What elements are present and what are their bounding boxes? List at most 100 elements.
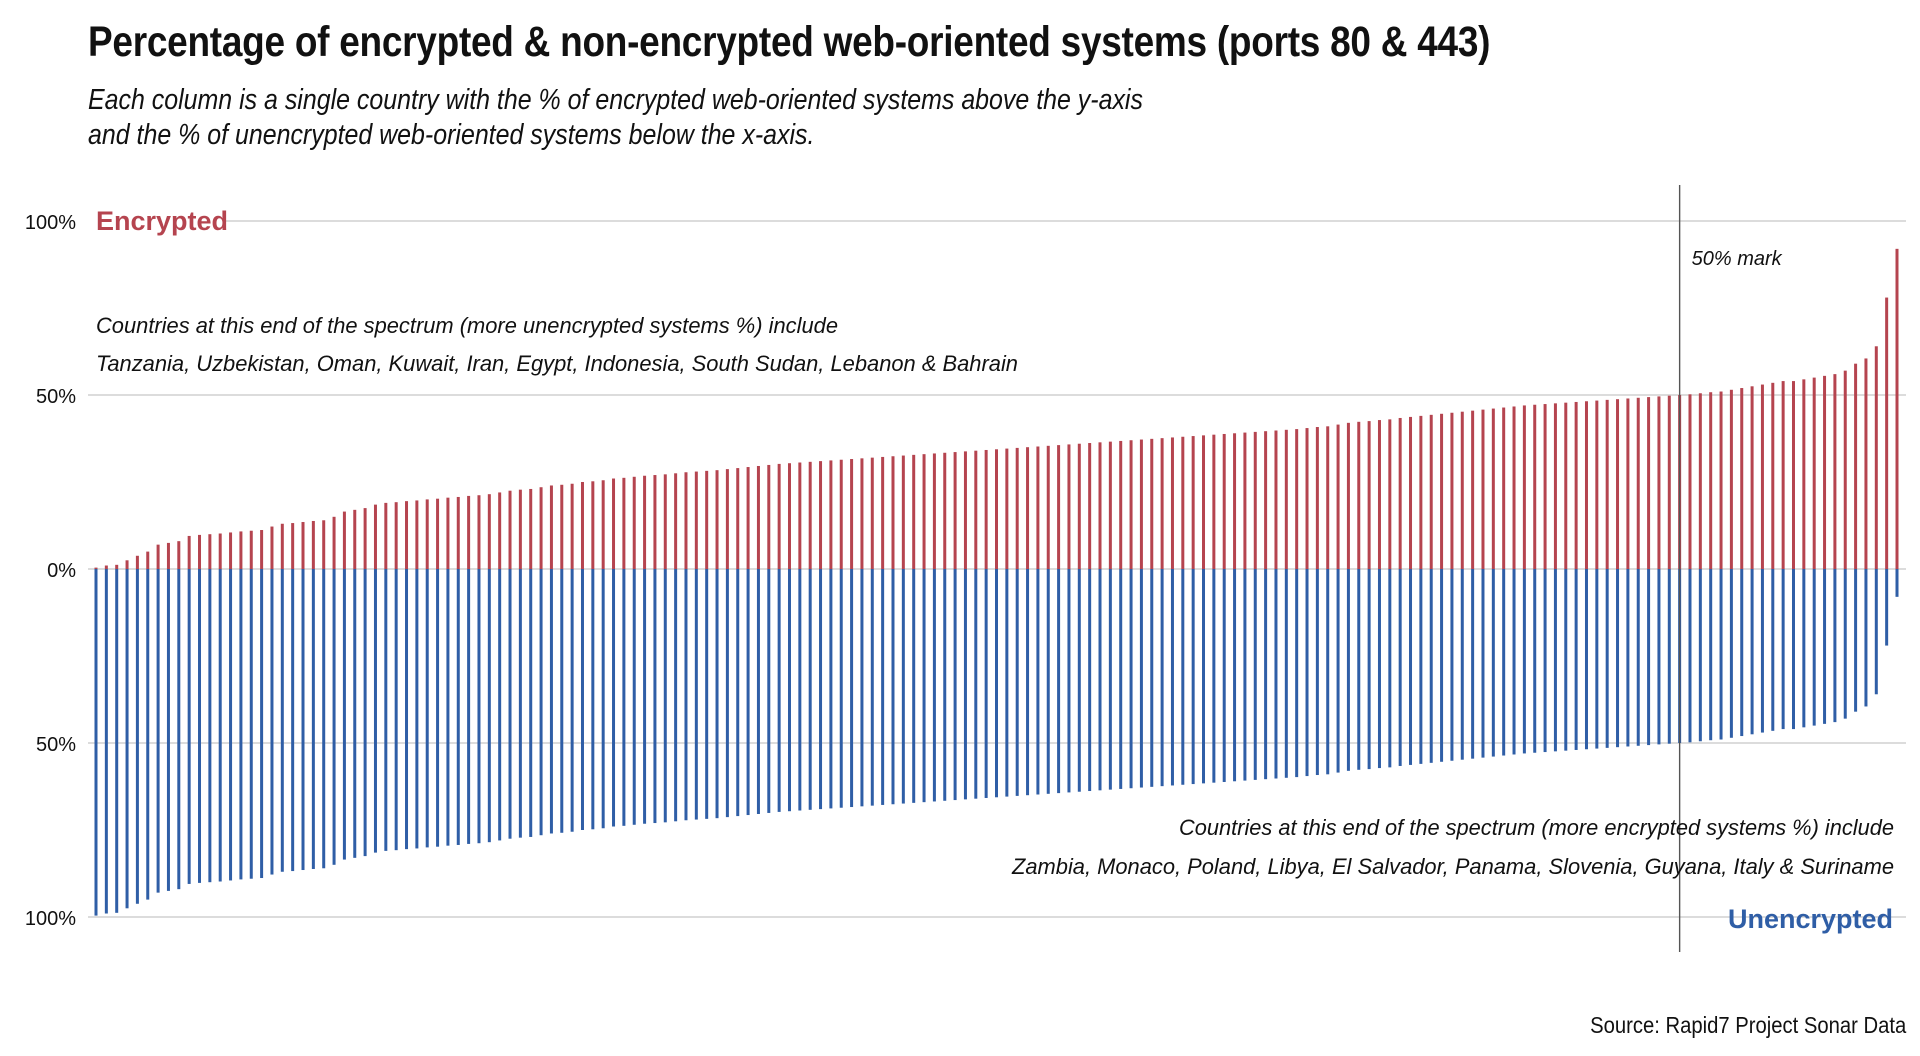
unencrypted-label: Unencrypted: [1728, 904, 1893, 934]
unencrypted-bar: [715, 569, 719, 819]
unencrypted-bar: [777, 569, 781, 812]
unencrypted-bar: [787, 569, 791, 812]
unencrypted-bar: [1781, 569, 1785, 730]
encrypted-bar: [1295, 429, 1299, 569]
encrypted-bar: [487, 494, 491, 569]
encrypted-bar: [1843, 370, 1847, 569]
encrypted-bar: [1781, 381, 1785, 569]
encrypted-bar: [1274, 430, 1278, 569]
encrypted-bar: [135, 555, 139, 569]
encrypted-bar: [995, 449, 998, 569]
unencrypted-bar: [570, 569, 574, 832]
unencrypted-bar: [767, 569, 771, 813]
unencrypted-bar: [850, 569, 854, 808]
encrypted-bar: [1553, 403, 1557, 569]
encrypted-bar: [787, 463, 791, 569]
unencrypted-bar: [1036, 569, 1040, 795]
encrypted-bar: [1791, 381, 1795, 569]
unencrypted-bar: [1409, 569, 1413, 765]
encrypted-bar: [839, 459, 843, 569]
encrypted-bar: [1854, 363, 1858, 569]
unencrypted-bar: [881, 569, 885, 805]
encrypted-bar: [901, 455, 905, 569]
unencrypted-bar: [1274, 569, 1278, 779]
unencrypted-bar: [601, 569, 605, 829]
unencrypted-bar: [943, 569, 947, 801]
encrypted-bar: [280, 523, 284, 569]
encrypted-bar: [1419, 415, 1423, 569]
annotation-left-line-1: Countries at this end of the spectrum (m…: [96, 313, 838, 338]
encrypted-bar: [425, 499, 429, 569]
encrypted-bar: [539, 487, 543, 569]
unencrypted-bar: [1181, 569, 1185, 785]
unencrypted-bar: [1440, 569, 1444, 762]
encrypted-bar: [922, 454, 926, 569]
encrypted-bar: [384, 502, 388, 569]
encrypted-bar: [529, 488, 533, 569]
encrypted-bar: [1657, 396, 1661, 569]
encrypted-bar: [1181, 436, 1185, 569]
encrypted-bar: [943, 452, 947, 569]
unencrypted-bar: [529, 569, 533, 837]
unencrypted-bar: [560, 569, 564, 833]
unencrypted-bar: [1760, 569, 1764, 733]
encrypted-bar: [756, 465, 760, 569]
encrypted-bar: [674, 473, 678, 569]
encrypted-bar: [198, 534, 202, 569]
encrypted-bar: [891, 456, 895, 569]
unencrypted-bar: [1854, 569, 1858, 712]
y-tick-label: 0%: [47, 560, 76, 582]
unencrypted-bar: [1264, 569, 1268, 780]
unencrypted-bar: [694, 569, 698, 820]
encrypted-bar: [291, 523, 295, 569]
encrypted-bar: [1584, 401, 1588, 569]
encrypted-bar: [1647, 397, 1651, 569]
encrypted-bar: [1802, 379, 1806, 569]
unencrypted-bar: [1885, 569, 1889, 646]
encrypted-bar: [125, 560, 129, 569]
unencrypted-bar: [1191, 569, 1195, 785]
unencrypted-bar: [1719, 569, 1723, 740]
encrypted-bar: [1491, 408, 1495, 569]
encrypted-bar: [963, 451, 967, 569]
unencrypted-bar: [498, 569, 502, 841]
unencrypted-bar: [1574, 569, 1578, 750]
encrypted-bar: [301, 522, 305, 569]
encrypted-bar: [715, 470, 719, 569]
encrypted-bar: [725, 469, 729, 569]
unencrypted-bar: [249, 569, 253, 879]
unencrypted-bar: [932, 569, 936, 802]
encrypted-bar: [580, 482, 584, 569]
encrypted-bar: [684, 472, 688, 569]
unencrypted-bar: [1367, 569, 1371, 770]
encrypted-bar: [1440, 413, 1444, 569]
unencrypted-bar: [436, 569, 440, 847]
encrypted-bar: [166, 542, 170, 569]
encrypted-bar: [860, 458, 864, 569]
unencrypted-bar: [674, 569, 678, 822]
unencrypted-bar: [456, 569, 460, 845]
unencrypted-bar: [963, 569, 967, 800]
unencrypted-bar: [798, 569, 802, 811]
unencrypted-bar: [177, 569, 181, 890]
unencrypted-bar: [1709, 569, 1713, 741]
unencrypted-bar: [663, 569, 667, 823]
unencrypted-bar: [1802, 569, 1806, 728]
encrypted-bar: [1481, 409, 1485, 569]
unencrypted-bar: [901, 569, 905, 804]
encrypted-bar: [591, 481, 595, 569]
y-tick-label: 100%: [25, 212, 76, 234]
unencrypted-bar: [922, 569, 926, 803]
unencrypted-bar: [1481, 569, 1485, 758]
encrypted-bar: [1264, 431, 1268, 569]
unencrypted-bar: [425, 569, 429, 848]
unencrypted-bar: [1729, 569, 1733, 738]
unencrypted-bar: [684, 569, 688, 821]
unencrypted-bar: [332, 569, 336, 865]
encrypted-bar: [808, 461, 812, 569]
encrypted-bar: [1885, 297, 1889, 569]
unencrypted-bar: [1750, 569, 1754, 735]
encrypted-bar: [1512, 406, 1516, 569]
encrypted-bar: [850, 459, 854, 569]
bars: [94, 248, 1899, 916]
